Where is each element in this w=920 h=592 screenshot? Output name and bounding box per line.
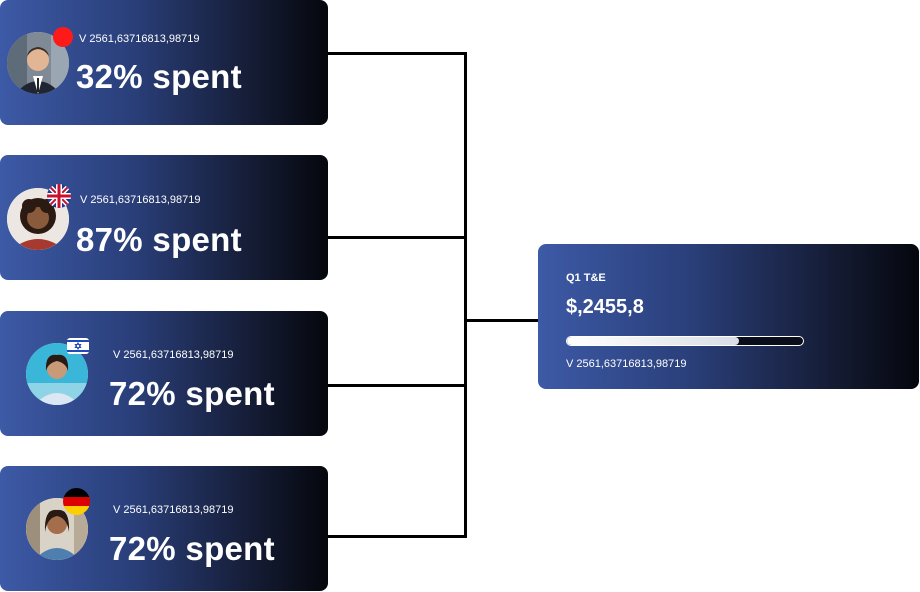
summary-card[interactable]: Q1 T&E $,2455,8 V 2561,63716813,98719 xyxy=(538,244,919,389)
connector-line-2 xyxy=(328,236,467,239)
employee-card-3[interactable]: V 2561,63716813,98719 72% spent xyxy=(0,311,328,436)
avatar xyxy=(26,343,88,405)
spent-percent: 72% spent xyxy=(109,375,275,412)
germany-flag-icon xyxy=(63,488,90,515)
avatar xyxy=(7,188,69,250)
budget-progress-fill xyxy=(567,337,740,345)
connector-line-1 xyxy=(328,52,467,55)
connector-line-3 xyxy=(328,384,467,387)
employee-card-2[interactable]: V 2561,63716813,98719 87% spent xyxy=(0,155,328,280)
connector-line-4 xyxy=(328,535,467,538)
card-meta: V 2561,63716813,98719 xyxy=(113,349,234,361)
employee-card-1[interactable]: V 2561,63716813,98719 32% spent xyxy=(0,0,328,125)
connector-trunk xyxy=(464,52,467,538)
uk-flag-icon xyxy=(47,184,71,208)
spent-percent: 87% spent xyxy=(76,221,242,258)
summary-title: Q1 T&E xyxy=(566,272,606,284)
summary-amount: $,2455,8 xyxy=(566,296,644,318)
connector-to-summary xyxy=(464,319,538,322)
card-meta: V 2561,63716813,98719 xyxy=(80,194,201,206)
card-meta: V 2561,63716813,98719 xyxy=(79,33,200,45)
status-dot-icon xyxy=(53,27,73,47)
spent-percent: 72% spent xyxy=(109,530,275,567)
israel-flag-icon xyxy=(67,338,89,354)
budget-progress-bar xyxy=(566,336,804,346)
card-meta: V 2561,63716813,98719 xyxy=(113,504,234,516)
employee-card-4[interactable]: V 2561,63716813,98719 72% spent xyxy=(0,466,328,591)
spent-percent: 32% spent xyxy=(76,58,242,95)
avatar xyxy=(26,498,88,560)
summary-meta: V 2561,63716813,98719 xyxy=(566,358,687,370)
